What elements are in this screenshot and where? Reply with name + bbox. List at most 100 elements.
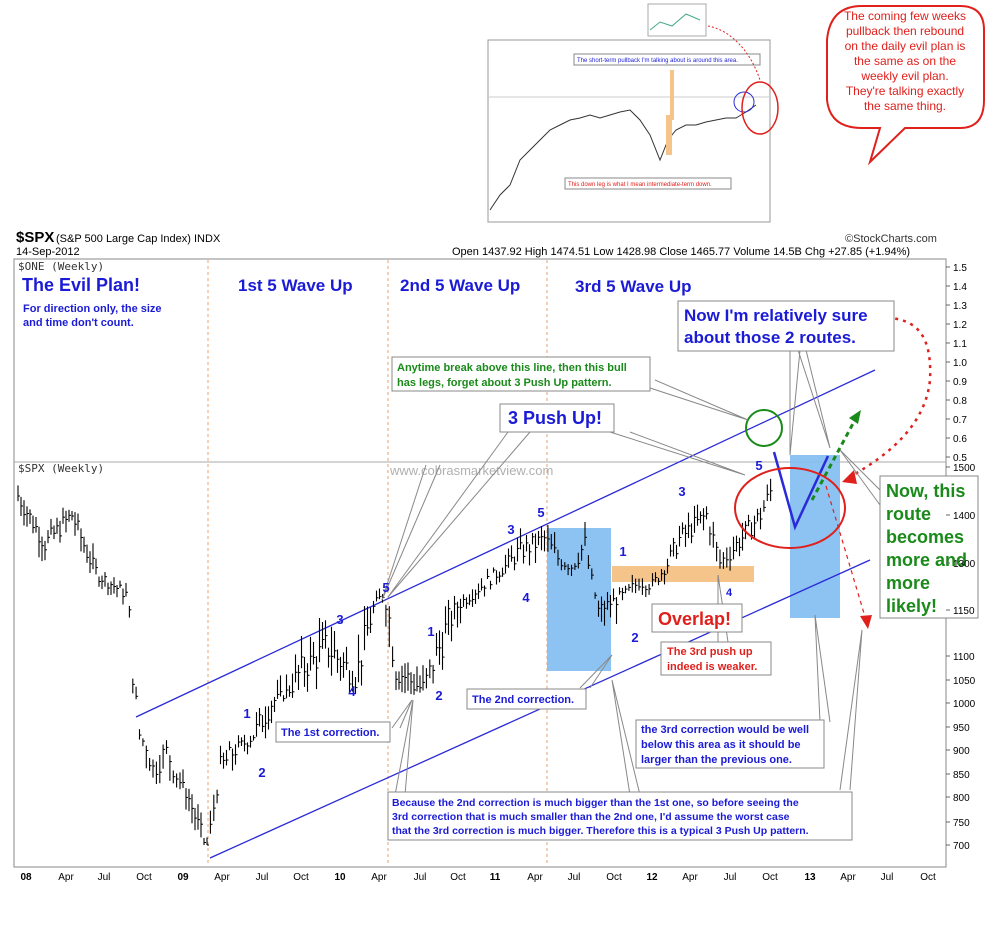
- wave3-title: 3rd 5 Wave Up: [575, 277, 692, 296]
- header-ohlc: Open 1437.92 High 1474.51 Low 1428.98 Cl…: [452, 246, 910, 258]
- wave-label: 5: [755, 458, 762, 473]
- x-tick-label: Oct: [920, 872, 936, 883]
- route-text-1: Now, this: [886, 481, 965, 501]
- wave1-title: 1st 5 Wave Up: [238, 276, 353, 295]
- lower-tick-label: 1100: [953, 652, 975, 663]
- route-v: [772, 451, 830, 531]
- overlap-band: [612, 566, 754, 582]
- x-tick-label: Apr: [214, 872, 230, 883]
- x-tick-label: Oct: [450, 872, 466, 883]
- route-up-arrow: [810, 417, 858, 501]
- second-correction-box: [466, 688, 587, 710]
- green-circle: [745, 409, 783, 447]
- route-text-2: route: [886, 504, 931, 524]
- x-tick-label: Oct: [762, 872, 778, 883]
- first-correction-text: The 1st correction.: [281, 727, 379, 739]
- overlap-box: [651, 603, 743, 633]
- anytime-box: [391, 356, 651, 392]
- upper-panel-label: $ONE (Weekly): [18, 260, 104, 273]
- x-tick-label: 13: [804, 872, 816, 883]
- x-tick-label: Apr: [371, 872, 387, 883]
- lower-tick-label: 700: [953, 841, 970, 852]
- bubble-text-2: pullback then rebound: [846, 24, 964, 38]
- weaker-text-1: The 3rd push up: [667, 646, 753, 658]
- wave-label: 1: [243, 706, 250, 721]
- lower-panel-label: $SPX (Weekly): [18, 462, 104, 475]
- wave-label: 2: [435, 688, 442, 703]
- lower-tick-label: 900: [953, 746, 970, 757]
- upper-tick-label: 0.6: [953, 434, 967, 445]
- upper-tick-label: 1.4: [953, 282, 967, 293]
- x-tick-label: Oct: [293, 872, 309, 883]
- inset-text-2: This down leg is what I mean intermediat…: [568, 182, 712, 188]
- x-tick-label: Jul: [724, 872, 737, 883]
- wave-label: 2: [258, 765, 265, 780]
- wave-label: 3: [507, 522, 514, 537]
- upper-tick-label: 1.2: [953, 320, 967, 331]
- bubble-text-7: the same thing.: [864, 99, 946, 113]
- upper-axis: 1.5 1.4 1.3 1.2 1.1 1.0 0.9 0.8 0.7 0.6 0.5: [946, 263, 967, 464]
- x-tick-label: Apr: [840, 872, 856, 883]
- watermark: www.cobrasmarketview.com: [389, 463, 553, 478]
- x-tick-label: Jul: [256, 872, 269, 883]
- x-tick-label: Jul: [414, 872, 427, 883]
- bubble-text-1: The coming few weeks: [844, 9, 966, 23]
- x-tick-label: 09: [177, 872, 189, 883]
- upper-tick-label: 1.1: [953, 339, 967, 350]
- wave-label: 1: [619, 544, 626, 559]
- evil-plan-note-1: For direction only, the size: [23, 303, 162, 315]
- push-box: [499, 403, 615, 433]
- x-tick-label: Jul: [881, 872, 894, 883]
- route-text-3: becomes: [886, 527, 964, 547]
- lower-tick-label: 1500: [953, 463, 976, 474]
- bottom-box: [387, 791, 853, 841]
- weaker-text-2: indeed is weaker.: [667, 661, 758, 673]
- upper-tick-label: 0.7: [953, 415, 967, 426]
- lower-tick-label: 800: [953, 793, 970, 804]
- x-tick-label: 11: [490, 872, 501, 883]
- upper-tick-label: 0.8: [953, 396, 967, 407]
- bottom-text-3: that the 3rd correction is much bigger. …: [392, 825, 809, 837]
- x-tick-label: 10: [334, 872, 346, 883]
- weaker-box: [660, 641, 772, 676]
- evil-plan-note-2: and time don't count.: [23, 317, 134, 329]
- lower-axis: 1500 1400 1300 1150 1100 1050 1000 950 900 850 800…: [946, 463, 976, 852]
- x-tick-label: Oct: [606, 872, 622, 883]
- channel-upper-line: [135, 369, 876, 718]
- third-correction-text-1: the 3rd correction would be well: [641, 724, 809, 736]
- upper-tick-label: 1.0: [953, 358, 967, 369]
- wave-label: 4: [726, 587, 733, 599]
- route-box: [879, 475, 979, 619]
- x-tick-label: Apr: [527, 872, 543, 883]
- ticker-name: (S&P 500 Large Cap Index) INDX: [56, 233, 221, 245]
- lower-tick-label: 850: [953, 770, 970, 781]
- x-tick-label: Oct: [136, 872, 152, 883]
- wave-label: 5: [382, 580, 389, 595]
- lower-tick-label: 1150: [953, 606, 975, 617]
- x-tick-label: 12: [646, 872, 658, 883]
- x-tick-label: 08: [20, 872, 32, 883]
- push-text: 3 Push Up!: [508, 408, 602, 428]
- bubble-link-arrowhead: [842, 470, 857, 484]
- anytime-text-2: has legs, forget about 3 Push Up pattern…: [397, 377, 612, 389]
- lower-tick-label: 1300: [953, 559, 976, 570]
- sure-text-2: about those 2 routes.: [684, 328, 856, 347]
- x-tick-label: Apr: [58, 872, 74, 883]
- third-correction-text-2: below this area as it should be: [641, 739, 801, 751]
- lower-tick-label: 950: [953, 723, 970, 734]
- upper-tick-label: 1.5: [953, 263, 967, 274]
- speech-bubble: [826, 5, 985, 166]
- wave-label: 3: [336, 612, 343, 627]
- ticker: $SPX: [16, 229, 54, 246]
- lower-tick-label: 1400: [953, 511, 976, 522]
- sure-text-1: Now I'm relatively sure: [684, 306, 868, 325]
- route-text-4: more and: [886, 550, 967, 570]
- bubble-text-4: the same as on the: [854, 54, 956, 68]
- x-tick-label: Apr: [682, 872, 698, 883]
- sure-box: [677, 300, 895, 352]
- future-correction-zone: [790, 455, 840, 618]
- anytime-text-1: Anytime break above this line, then this…: [397, 362, 627, 374]
- wave-label: 3: [678, 484, 685, 499]
- wave-label: 2: [631, 630, 638, 645]
